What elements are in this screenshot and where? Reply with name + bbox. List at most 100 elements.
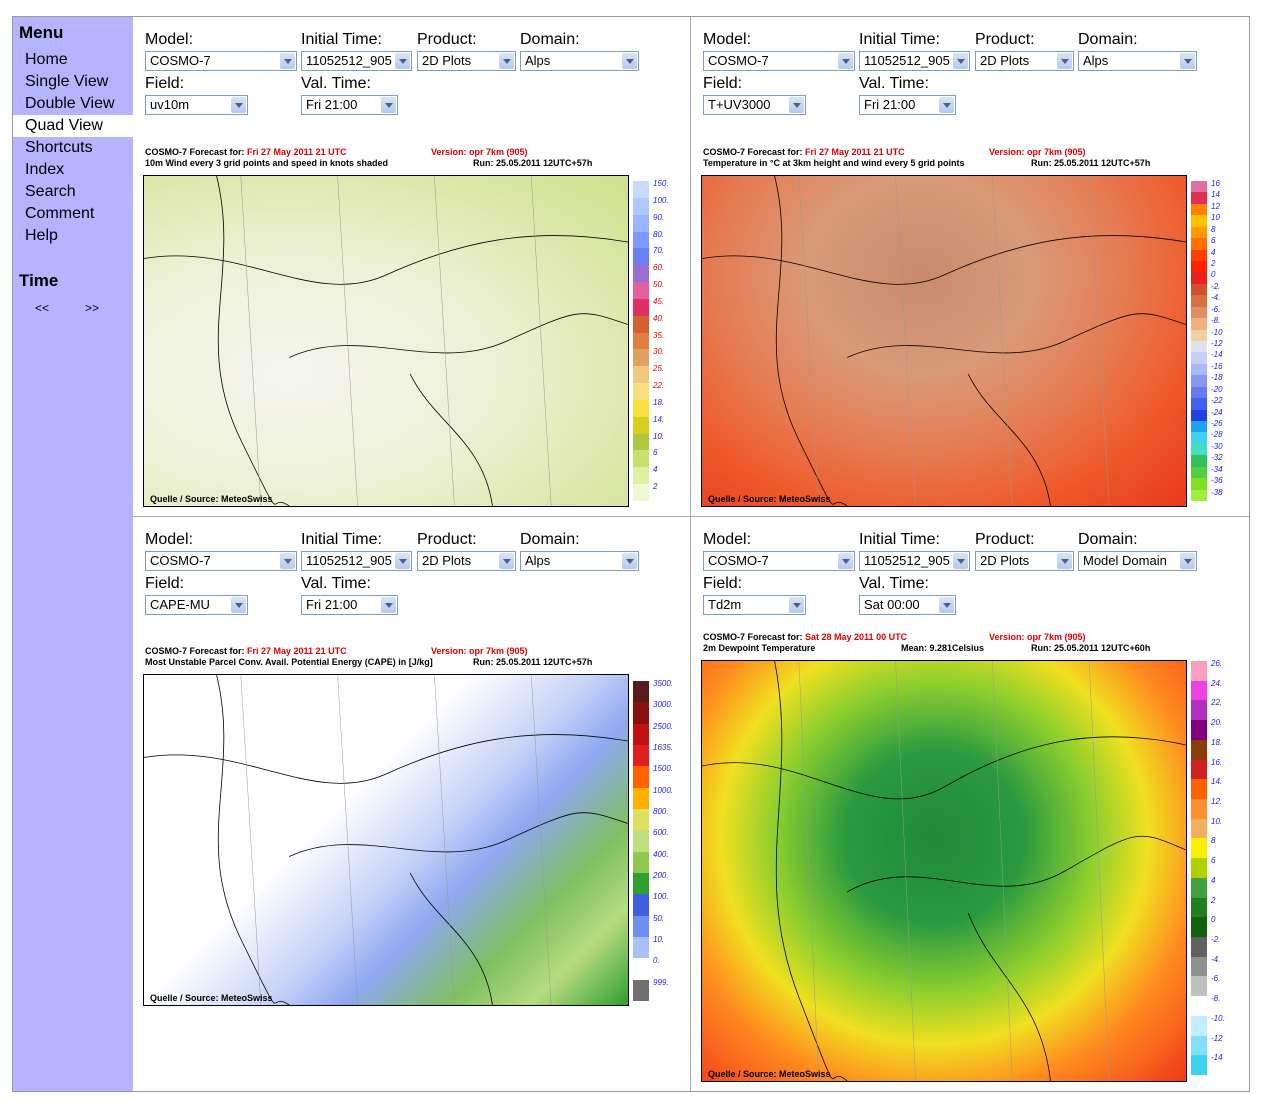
initial-time-label: Initial Time: bbox=[859, 31, 940, 48]
color-scale-tick: -6. bbox=[1211, 974, 1221, 984]
field-select[interactable]: T+UV3000 bbox=[703, 95, 806, 115]
field-select-value: CAPE-MU bbox=[150, 597, 210, 612]
menu-item-help[interactable]: Help bbox=[25, 227, 58, 244]
initial-time-select[interactable]: 11052512_905 bbox=[859, 551, 970, 571]
initial-time-select[interactable]: 11052512_905 bbox=[859, 51, 970, 71]
color-scale-swatch bbox=[1191, 386, 1207, 399]
color-scale-tick: 150. bbox=[653, 179, 669, 188]
color-scale: 150. 100. 90. 80. 70. 60. 50. 45. 40. 35. 30. 25. 22… bbox=[633, 179, 683, 502]
panel-2: Model: Initial Time: Product: Domain: Field:… bbox=[691, 17, 1248, 516]
forecast-header-prefix: COSMO-7 Forecast for: bbox=[145, 646, 248, 656]
product-select[interactable]: 2D Plots bbox=[417, 51, 516, 71]
model-select-value: COSMO-7 bbox=[150, 553, 211, 568]
menu-item-shortcuts[interactable]: Shortcuts bbox=[25, 139, 93, 156]
val-time-select[interactable]: Fri 21:00 bbox=[301, 95, 398, 115]
model-select[interactable]: COSMO-7 bbox=[703, 551, 855, 571]
val-time-select[interactable]: Sat 00:00 bbox=[859, 595, 956, 615]
field-label: Field: bbox=[145, 575, 185, 592]
initial-time-select[interactable]: 11052512_905 bbox=[301, 551, 412, 571]
color-scale-tick: 16. bbox=[1211, 757, 1223, 767]
color-scale-tick: -26 bbox=[1211, 419, 1223, 428]
product-select[interactable]: 2D Plots bbox=[417, 551, 516, 571]
color-scale-swatch bbox=[1191, 341, 1207, 353]
color-scale-tick: 50. bbox=[653, 280, 665, 290]
panel-1: Model: Initial Time: Product: Domain: Field:… bbox=[133, 17, 690, 516]
color-scale-swatch bbox=[633, 766, 649, 789]
menu-item-comment[interactable]: Comment bbox=[25, 205, 95, 222]
color-scale-swatch bbox=[1191, 432, 1207, 445]
field-select[interactable]: Td2m bbox=[703, 595, 806, 615]
color-scale-swatch bbox=[1191, 897, 1207, 918]
color-scale-swatch bbox=[1191, 739, 1207, 761]
model-select[interactable]: COSMO-7 bbox=[145, 551, 297, 571]
model-select[interactable]: COSMO-7 bbox=[145, 51, 297, 71]
val-time-select[interactable]: Fri 21:00 bbox=[859, 95, 956, 115]
color-scale-tick: 0 bbox=[1211, 915, 1216, 925]
map-borders bbox=[144, 176, 628, 506]
color-scale-tick: 2 bbox=[653, 482, 658, 492]
val-time-label: Val. Time: bbox=[301, 75, 371, 92]
menu-item-single-view[interactable]: Single View bbox=[25, 73, 109, 90]
chevron-down-icon bbox=[280, 553, 295, 569]
color-scale-tick: 800. bbox=[653, 807, 669, 816]
forecast-date: Fri 27 May 2011 21 UTC bbox=[247, 646, 347, 656]
color-scale-tick: -8. bbox=[1211, 994, 1221, 1004]
color-scale-tick: 8 bbox=[1211, 836, 1216, 846]
vertical-divider bbox=[690, 17, 691, 1091]
color-scale-swatch bbox=[1191, 375, 1207, 388]
weather-map[interactable]: Quelle / Source: MeteoSwiss bbox=[701, 175, 1187, 507]
color-scale-swatch bbox=[1191, 956, 1207, 977]
time-prev-link[interactable]: << bbox=[35, 301, 50, 315]
color-scale-tick: 90. bbox=[653, 212, 665, 222]
field-select[interactable]: CAPE-MU bbox=[145, 595, 248, 615]
color-scale-tick: -12 bbox=[1211, 1033, 1223, 1043]
color-scale-swatch bbox=[1191, 779, 1207, 800]
time-next-link[interactable]: >> bbox=[85, 301, 100, 315]
color-scale-swatch bbox=[633, 197, 649, 216]
menu-item-search[interactable]: Search bbox=[25, 183, 76, 200]
val-time-label: Val. Time: bbox=[859, 75, 929, 92]
chevron-down-icon bbox=[1057, 553, 1072, 569]
field-select-value: T+UV3000 bbox=[708, 97, 771, 112]
color-scale-swatch bbox=[1191, 818, 1207, 839]
color-scale-swatch bbox=[1191, 917, 1207, 938]
color-scale-swatch bbox=[633, 702, 649, 725]
color-scale-tick: 3000. bbox=[653, 700, 674, 710]
color-scale-tick: 3500. bbox=[653, 679, 674, 688]
domain-select[interactable]: Alps bbox=[1078, 51, 1197, 71]
color-scale-swatch bbox=[633, 231, 649, 249]
product-select[interactable]: 2D Plots bbox=[975, 551, 1074, 571]
weather-map[interactable]: Quelle / Source: MeteoSwiss bbox=[143, 674, 629, 1006]
map-borders bbox=[702, 661, 1186, 1081]
color-scale-swatch bbox=[1191, 759, 1207, 780]
domain-select[interactable]: Model Domain bbox=[1078, 551, 1197, 571]
color-scale-swatch bbox=[1191, 261, 1207, 273]
initial-time-select[interactable]: 11052512_905 bbox=[301, 51, 412, 71]
color-scale-swatch bbox=[1191, 238, 1207, 251]
menu-item-double-view[interactable]: Double View bbox=[25, 95, 115, 112]
color-scale-tick: 10. bbox=[653, 935, 665, 944]
product-select[interactable]: 2D Plots bbox=[975, 51, 1074, 71]
color-scale-tick: 14. bbox=[653, 414, 665, 424]
field-select[interactable]: uv10m bbox=[145, 95, 248, 115]
model-select-value: COSMO-7 bbox=[708, 553, 769, 568]
forecast-header-prefix: COSMO-7 Forecast for: bbox=[703, 147, 806, 157]
weather-map[interactable]: Quelle / Source: MeteoSwiss bbox=[701, 660, 1187, 1082]
initial-time-label: Initial Time: bbox=[301, 31, 382, 48]
menu-item-quad-view[interactable]: Quad View bbox=[13, 115, 133, 137]
model-select[interactable]: COSMO-7 bbox=[703, 51, 855, 71]
domain-select[interactable]: Alps bbox=[520, 551, 639, 571]
color-scale-tick: -34 bbox=[1211, 464, 1223, 474]
val-time-label: Val. Time: bbox=[859, 575, 929, 592]
menu-item-index[interactable]: Index bbox=[25, 161, 65, 178]
chevron-down-icon bbox=[789, 97, 804, 113]
chevron-down-icon bbox=[953, 553, 968, 569]
run-label: Run: 25.05.2011 12UTC+57h bbox=[1031, 158, 1151, 168]
map-subtitle: Most Unstable Parcel Conv. Avail. Potent… bbox=[145, 657, 433, 667]
domain-select[interactable]: Alps bbox=[520, 51, 639, 71]
color-scale-swatch bbox=[633, 450, 649, 468]
weather-map[interactable]: Quelle / Source: MeteoSwiss bbox=[143, 175, 629, 507]
val-time-select[interactable]: Fri 21:00 bbox=[301, 595, 398, 615]
menu-item-home[interactable]: Home bbox=[25, 51, 68, 68]
map-subtitle: 2m Dewpoint Temperature bbox=[703, 643, 816, 653]
